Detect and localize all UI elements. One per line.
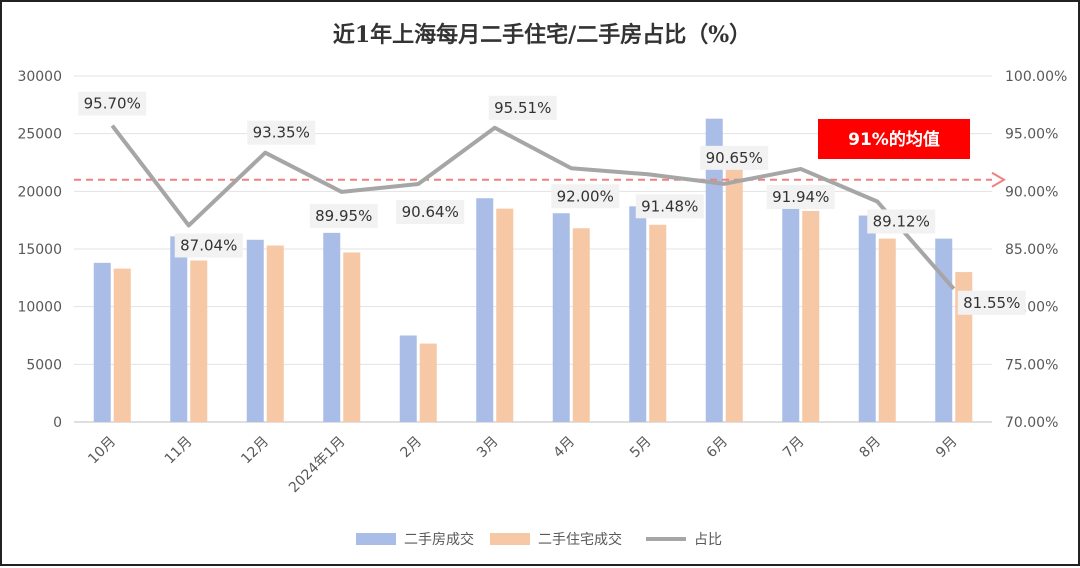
chart-title: 近1年上海每月二手住宅/二手房占比（%） bbox=[333, 22, 751, 48]
data-label-bg bbox=[174, 233, 243, 258]
bar-secondhand-residential bbox=[649, 224, 667, 422]
data-labels: 95.70% 87.04% 93.35% 89.95% 90.64% 95.51% 92.0… bbox=[78, 91, 1026, 315]
data-label-bg bbox=[247, 120, 316, 145]
x-tick-label: 2月 bbox=[398, 434, 426, 462]
bar-secondhand-total bbox=[782, 186, 800, 422]
bar-secondhand-residential bbox=[878, 238, 896, 422]
bar-secondhand-total bbox=[476, 198, 494, 422]
bar-secondhand-total bbox=[935, 238, 953, 422]
data-label-bg bbox=[488, 95, 557, 120]
x-tick-label: 4月 bbox=[551, 434, 579, 462]
bar-secondhand-residential bbox=[419, 343, 437, 422]
data-label: 87.04% bbox=[180, 236, 237, 254]
data-label-bg bbox=[957, 290, 1026, 315]
data-label: 95.70% bbox=[84, 95, 141, 113]
data-label: 92.00% bbox=[557, 187, 614, 205]
x-tick-label: 10月 bbox=[85, 434, 119, 468]
bar-secondhand-residential bbox=[802, 210, 820, 422]
data-label-bg bbox=[78, 91, 147, 116]
bar-secondhand-total bbox=[246, 239, 264, 422]
average-line-group: 91%的均值 bbox=[74, 119, 1006, 188]
left-tick-label: 10000 bbox=[17, 300, 62, 316]
legend-swatch-total bbox=[356, 533, 396, 545]
right-tick-label: 75.00% bbox=[1005, 357, 1058, 373]
left-tick-label: 5000 bbox=[26, 357, 62, 373]
x-tick-label: 12月 bbox=[238, 434, 272, 468]
data-label-bg bbox=[700, 145, 769, 170]
legend: 二手房成交 二手住宅成交 占比 bbox=[356, 531, 722, 548]
bar-secondhand-residential bbox=[113, 268, 131, 422]
x-tick-label: 5月 bbox=[627, 434, 655, 462]
bar-secondhand-residential bbox=[496, 208, 514, 422]
data-label: 89.12% bbox=[873, 212, 930, 230]
x-tick-label: 6月 bbox=[704, 434, 732, 462]
bar-secondhand-residential bbox=[190, 260, 208, 422]
right-tick-label: 70.00% bbox=[1005, 415, 1058, 431]
data-label: 91.94% bbox=[772, 188, 829, 206]
x-tick-label: 7月 bbox=[780, 434, 808, 462]
right-tick-label: 95.00% bbox=[1005, 127, 1058, 143]
left-tick-label: 30000 bbox=[17, 69, 62, 85]
data-label: 93.35% bbox=[253, 124, 310, 142]
data-label-bg bbox=[551, 184, 620, 209]
average-arrowhead bbox=[991, 171, 1006, 188]
ratio-line bbox=[110, 124, 956, 291]
left-axis: 0 5000 10000 15000 20000 25000 30000 bbox=[17, 69, 62, 431]
left-tick-label: 15000 bbox=[17, 242, 62, 258]
bar-secondhand-total bbox=[858, 215, 876, 422]
x-tick-label: 11月 bbox=[162, 434, 196, 468]
x-tick-label: 3月 bbox=[474, 434, 502, 462]
right-tick-label: 100.00% bbox=[1005, 69, 1067, 85]
bar-secondhand-total bbox=[170, 236, 188, 422]
ratio-line-group bbox=[110, 124, 956, 291]
data-label-bg bbox=[309, 203, 378, 228]
data-label-bg bbox=[766, 184, 835, 209]
left-tick-label: 0 bbox=[53, 415, 62, 431]
x-tick-label: 8月 bbox=[857, 434, 885, 462]
x-axis: 10月 11月 12月 2024年1月 2月 3月 4月 5月 6月 7月 8月 9月 bbox=[85, 434, 960, 497]
bar-secondhand-total bbox=[629, 206, 647, 422]
right-tick-label: 85.00% bbox=[1005, 242, 1058, 258]
bar-secondhand-residential bbox=[572, 228, 590, 422]
right-tick-label: 90.00% bbox=[1005, 184, 1058, 200]
right-axis: 70.00%75.00%80.00%85.00%90.00%95.00%100.… bbox=[1005, 69, 1067, 431]
data-label: 90.65% bbox=[706, 149, 763, 167]
data-label: 89.95% bbox=[315, 207, 372, 225]
bar-secondhand-total bbox=[93, 262, 111, 422]
data-label: 90.64% bbox=[402, 203, 459, 221]
bar-secondhand-total bbox=[323, 232, 341, 422]
x-tick-label: 2024年1月 bbox=[286, 434, 349, 497]
legend-label-residential: 二手住宅成交 bbox=[538, 531, 622, 548]
average-label-box bbox=[818, 119, 970, 159]
bar-secondhand-residential bbox=[725, 156, 743, 422]
legend-label-ratio: 占比 bbox=[694, 532, 722, 548]
bar-secondhand-total bbox=[552, 213, 570, 422]
bar-secondhand-residential bbox=[343, 252, 361, 422]
bar-secondhand-residential bbox=[266, 245, 284, 422]
data-label-bg bbox=[635, 194, 704, 219]
x-tick-label: 9月 bbox=[933, 434, 961, 462]
data-label: 95.51% bbox=[494, 99, 551, 117]
bar-secondhand-total bbox=[705, 118, 723, 422]
legend-swatch-residential bbox=[490, 533, 530, 545]
bars bbox=[93, 118, 973, 422]
average-label: 91%的均值 bbox=[848, 129, 940, 150]
left-tick-label: 20000 bbox=[17, 184, 62, 200]
data-label: 81.55% bbox=[963, 294, 1020, 312]
left-tick-label: 25000 bbox=[17, 127, 62, 143]
bar-secondhand-total bbox=[399, 335, 417, 422]
data-label-bg bbox=[867, 209, 936, 234]
legend-label-total: 二手房成交 bbox=[404, 531, 474, 548]
data-label-bg bbox=[396, 199, 465, 224]
data-label: 91.48% bbox=[641, 197, 698, 215]
